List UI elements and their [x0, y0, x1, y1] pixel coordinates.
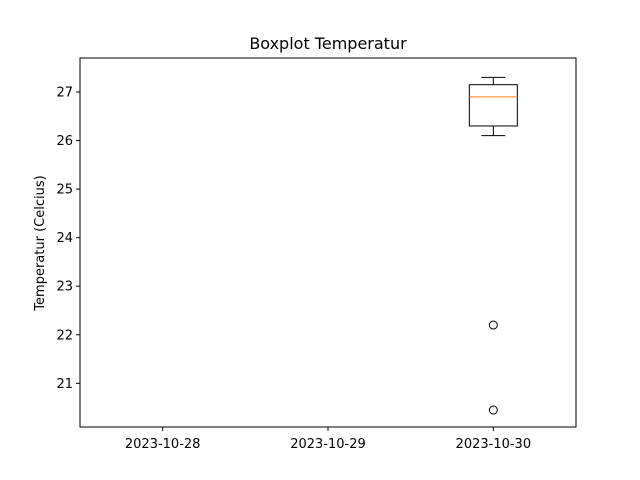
plot-area-frame — [79, 57, 577, 428]
y-tick-label: 23 — [56, 280, 73, 295]
y-axis-label: Temperatur (Celcius) — [33, 175, 48, 311]
x-tick-label: 2023-10-28 — [125, 437, 201, 452]
y-tick-label: 25 — [56, 183, 73, 198]
y-tick-label: 26 — [56, 134, 73, 149]
box-series — [468, 76, 518, 415]
y-axis: 21 22 23 24 25 26 27 — [56, 85, 80, 392]
chart-title: Boxplot Temperatur — [249, 34, 407, 53]
y-tick-label: 21 — [56, 377, 73, 392]
y-tick-label: 27 — [56, 85, 73, 100]
x-axis: 2023-10-28 2023-10-29 2023-10-30 — [125, 427, 531, 452]
x-tick-label: 2023-10-30 — [456, 437, 532, 452]
x-tick-label: 2023-10-29 — [290, 437, 366, 452]
y-tick-label: 22 — [56, 328, 73, 343]
box-iqr — [468, 84, 518, 127]
outlier-point — [488, 405, 498, 415]
outlier-point — [488, 320, 498, 330]
y-tick-label: 24 — [56, 231, 73, 246]
